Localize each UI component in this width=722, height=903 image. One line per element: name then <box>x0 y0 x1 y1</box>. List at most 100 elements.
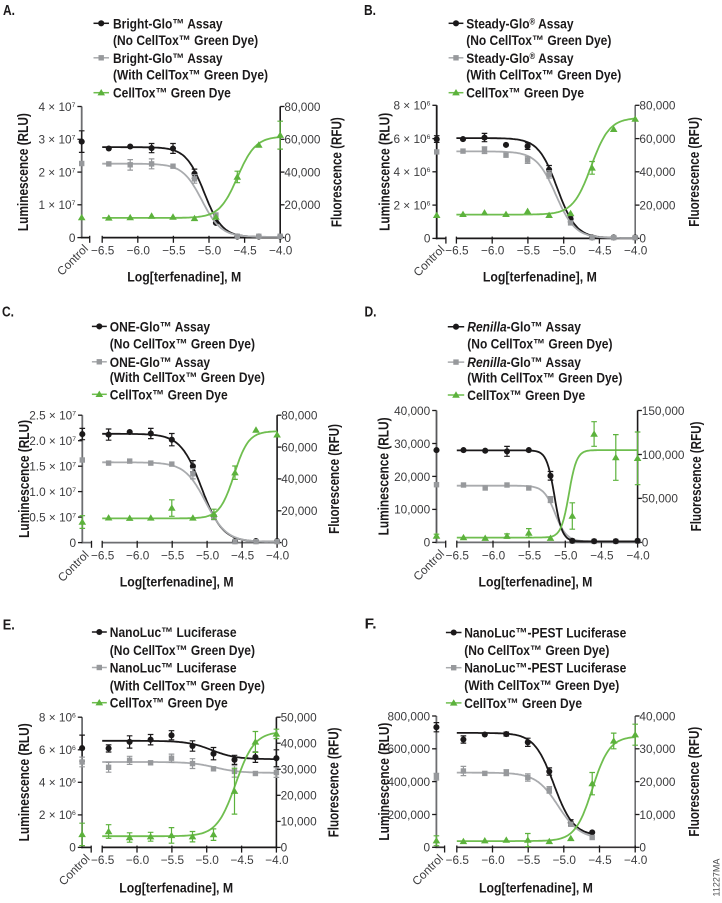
svg-text:(With CellTox™ Green Dye): (With CellTox™ Green Dye) <box>467 370 622 386</box>
svg-text:150,000: 150,000 <box>642 404 685 418</box>
svg-text:Fluorescence (RFU): Fluorescence (RFU) <box>685 727 702 837</box>
svg-text:ONE-Glo™ Assay: ONE-Glo™ Assay <box>110 354 211 370</box>
svg-text:NanoLuc™ Luciferase: NanoLuc™ Luciferase <box>110 660 237 676</box>
svg-text:−4.5: −4.5 <box>588 853 612 867</box>
svg-text:400,000: 400,000 <box>387 775 430 789</box>
svg-text:Luminescence (RLU): Luminescence (RLU) <box>376 113 393 231</box>
svg-text:80,000: 80,000 <box>639 99 676 113</box>
svg-text:1.0 × 107: 1.0 × 107 <box>29 485 76 499</box>
svg-text:11227MA: 11227MA <box>711 859 721 897</box>
svg-text:ONE-Glo™ Assay: ONE-Glo™ Assay <box>110 319 211 335</box>
svg-text:Bright-Glo™ Assay: Bright-Glo™ Assay <box>113 50 223 66</box>
svg-text:−6.5: −6.5 <box>91 853 115 867</box>
svg-text:20,000: 20,000 <box>284 198 321 212</box>
svg-text:Log[terfenadine], M: Log[terfenadine], M <box>479 880 593 896</box>
svg-text:−6.0: −6.0 <box>126 548 150 562</box>
svg-text:−4.5: −4.5 <box>588 243 612 257</box>
svg-text:20,000: 20,000 <box>639 198 676 212</box>
svg-text:40,000: 40,000 <box>284 165 321 179</box>
svg-text:(With CellTox™ Green Dye): (With CellTox™ Green Dye) <box>466 67 621 83</box>
svg-text:50,000: 50,000 <box>281 711 318 725</box>
svg-text:0: 0 <box>281 841 288 855</box>
svg-text:60,000: 60,000 <box>281 440 318 454</box>
svg-text:−5.5: −5.5 <box>161 548 185 562</box>
svg-text:−5.0: −5.0 <box>553 853 577 867</box>
svg-text:−6.5: −6.5 <box>446 548 470 562</box>
svg-text:CellTox™ Green Dye: CellTox™ Green Dye <box>467 387 585 403</box>
svg-text:4 × 107: 4 × 107 <box>38 100 75 114</box>
svg-text:CellTox™ Green Dye: CellTox™ Green Dye <box>110 386 228 402</box>
svg-text:50,000: 50,000 <box>642 492 679 506</box>
svg-text:40,000: 40,000 <box>639 709 676 723</box>
svg-text:NanoLuc™-PEST Luciferase: NanoLuc™-PEST Luciferase <box>464 625 626 641</box>
svg-text:−6.0: −6.0 <box>126 853 150 867</box>
svg-text:40,000: 40,000 <box>281 472 318 486</box>
svg-text:6 × 106: 6 × 106 <box>393 132 430 146</box>
svg-text:−5.0: −5.0 <box>554 548 578 562</box>
svg-text:(With CellTox™ Green Dye): (With CellTox™ Green Dye) <box>113 67 268 83</box>
svg-text:CellTox™ Green Dye: CellTox™ Green Dye <box>113 85 231 101</box>
svg-text:−5.0: −5.0 <box>198 243 222 257</box>
svg-text:10,000: 10,000 <box>639 808 676 822</box>
svg-text:(With CellTox™ Green Dye): (With CellTox™ Green Dye) <box>110 678 265 694</box>
svg-text:30,000: 30,000 <box>281 763 318 777</box>
svg-text:CellTox™ Green Dye: CellTox™ Green Dye <box>466 85 584 101</box>
svg-text:Log[terfenadine], M: Log[terfenadine], M <box>120 574 234 590</box>
svg-text:0: 0 <box>424 841 431 855</box>
svg-text:−5.5: −5.5 <box>161 853 185 867</box>
svg-text:0: 0 <box>642 536 649 550</box>
svg-text:−4.0: −4.0 <box>626 548 650 562</box>
svg-text:−6.5: −6.5 <box>91 548 115 562</box>
svg-text:−6.0: −6.0 <box>482 548 506 562</box>
svg-text:(No CellTox™ Green Dye): (No CellTox™ Green Dye) <box>113 32 258 48</box>
svg-text:80,000: 80,000 <box>284 100 321 114</box>
svg-text:−4.0: −4.0 <box>269 243 293 257</box>
svg-text:−4.5: −4.5 <box>230 853 254 867</box>
svg-text:0: 0 <box>284 231 291 245</box>
svg-text:1.5 × 107: 1.5 × 107 <box>29 460 76 474</box>
svg-text:−5.0: −5.0 <box>553 243 577 257</box>
svg-text:800,000: 800,000 <box>387 709 430 723</box>
svg-text:−6.5: −6.5 <box>446 853 470 867</box>
svg-text:Luminescence (RLU): Luminescence (RLU) <box>16 723 33 841</box>
svg-text:F.: F. <box>365 616 377 633</box>
svg-text:(No CellTox™ Green Dye): (No CellTox™ Green Dye) <box>467 336 612 352</box>
svg-text:NanoLuc™-PEST Luciferase: NanoLuc™-PEST Luciferase <box>464 660 626 676</box>
svg-text:−4.0: −4.0 <box>624 853 648 867</box>
svg-text:8 × 106: 8 × 106 <box>39 711 76 725</box>
svg-text:B.: B. <box>364 2 376 19</box>
svg-text:Luminescence (RLU): Luminescence (RLU) <box>16 420 33 538</box>
svg-text:−4.0: −4.0 <box>624 243 648 257</box>
svg-text:Log[terfenadine], M: Log[terfenadine], M <box>127 269 241 285</box>
svg-text:6 × 106: 6 × 106 <box>39 743 76 757</box>
svg-text:−4.5: −4.5 <box>590 548 614 562</box>
svg-text:80,000: 80,000 <box>281 409 318 423</box>
svg-text:10,000: 10,000 <box>281 815 318 829</box>
svg-text:−6.0: −6.0 <box>481 243 505 257</box>
svg-text:−4.0: −4.0 <box>265 853 289 867</box>
svg-text:40,000: 40,000 <box>281 737 318 751</box>
svg-text:(No CellTox™ Green Dye): (No CellTox™ Green Dye) <box>464 642 609 658</box>
svg-text:−5.5: −5.5 <box>162 243 186 257</box>
svg-text:−5.5: −5.5 <box>518 548 542 562</box>
svg-text:0.5 × 107: 0.5 × 107 <box>29 510 76 524</box>
svg-text:2 × 106: 2 × 106 <box>393 198 430 212</box>
svg-text:600,000: 600,000 <box>387 742 430 756</box>
svg-text:2 × 107: 2 × 107 <box>38 165 75 179</box>
svg-text:1 × 107: 1 × 107 <box>38 198 75 212</box>
svg-text:Steady-Glo® Assay: Steady-Glo® Assay <box>466 50 574 66</box>
svg-text:Fluorescence (RFU): Fluorescence (RFU) <box>325 727 342 837</box>
svg-text:−5.5: −5.5 <box>517 243 541 257</box>
svg-text:−5.0: −5.0 <box>196 853 220 867</box>
svg-text:(With CellTox™ Green Dye): (With CellTox™ Green Dye) <box>110 369 265 385</box>
svg-text:−5.5: −5.5 <box>517 853 541 867</box>
svg-text:0: 0 <box>639 841 646 855</box>
svg-text:CellTox™ Green Dye: CellTox™ Green Dye <box>110 695 228 711</box>
svg-text:8 × 106: 8 × 106 <box>393 99 430 113</box>
svg-text:NanoLuc™ Luciferase: NanoLuc™ Luciferase <box>110 624 237 640</box>
svg-text:20,000: 20,000 <box>639 775 676 789</box>
svg-text:2 × 106: 2 × 106 <box>39 808 76 822</box>
svg-text:40,000: 40,000 <box>639 165 676 179</box>
svg-text:2.5 × 107: 2.5 × 107 <box>29 409 76 423</box>
svg-text:0: 0 <box>69 536 76 550</box>
